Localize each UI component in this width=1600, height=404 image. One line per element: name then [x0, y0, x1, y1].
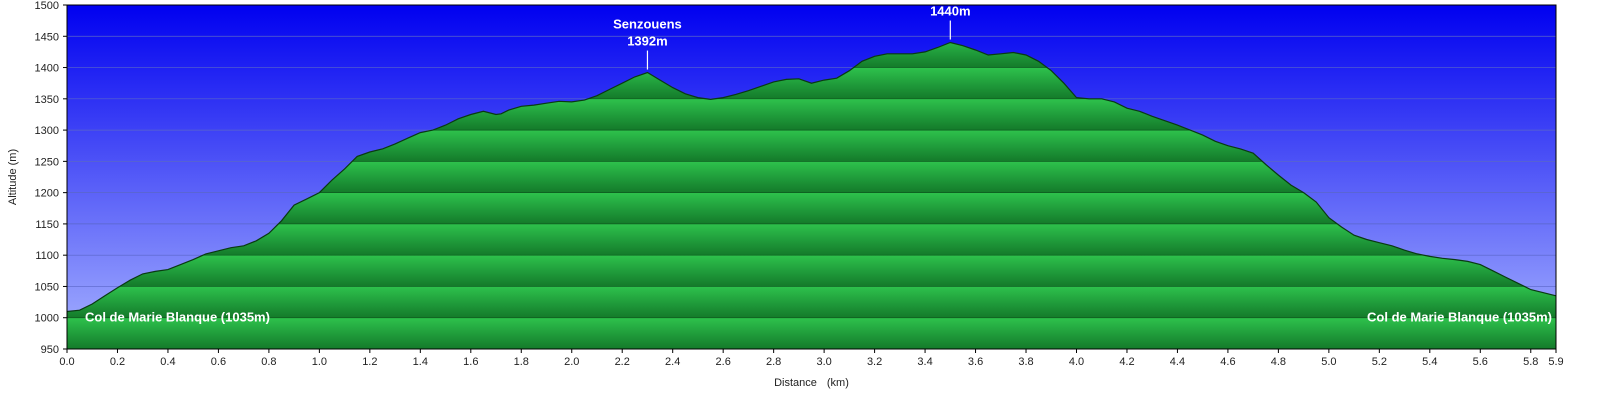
peak-name-label: Senzouens [613, 17, 682, 32]
terrain-outline [66, 41, 1557, 313]
y-tick-label: 950 [41, 344, 59, 356]
peak-elevation-label: 1440m [930, 4, 970, 19]
y-tick-label: 1050 [35, 281, 59, 293]
end-location-label: Col de Marie Blanque (1035m) [1367, 310, 1552, 325]
peak-annotations: Senzouens 1392m Pic d'Escurets 1440m [613, 0, 995, 70]
peak-elevation-label: 1392m [627, 34, 667, 49]
x-tick-label: 4.4 [1170, 356, 1185, 368]
y-tick-label: 1100 [35, 250, 59, 262]
x-tick-label: 2.6 [716, 356, 731, 368]
x-tick-label: 5.4 [1422, 356, 1437, 368]
x-tick-label: 0.0 [59, 356, 74, 368]
terrain-band [67, 223, 1556, 256]
y-tick-label: 1450 [35, 31, 59, 43]
x-tick-label: 2.0 [564, 356, 579, 368]
x-tick-label: 1.4 [413, 356, 428, 368]
x-tick-label: 0.6 [211, 356, 226, 368]
end-labels: Col de Marie Blanque (1035m) Col de Marie… [85, 310, 1552, 325]
x-tick-label: 4.8 [1271, 356, 1286, 368]
x-axis-title: Distance (km) [774, 377, 849, 389]
x-tick-label: 5.6 [1473, 356, 1488, 368]
x-tick-label: 0.2 [110, 356, 125, 368]
x-tick-label: 1.6 [463, 356, 478, 368]
y-tick-label: 1500 [35, 0, 59, 12]
y-tick-label: 1300 [35, 125, 59, 137]
x-axis-label: Distance [774, 377, 817, 389]
x-tick-label: 5.0 [1321, 356, 1336, 368]
y-axis-title: Altitude (m) [7, 149, 19, 205]
x-tick-label: 3.4 [917, 356, 932, 368]
x-axis-unit: (km) [827, 377, 849, 389]
terrain-band [67, 286, 1556, 318]
terrain-band [67, 192, 1556, 224]
x-tick-label: 1.8 [514, 356, 529, 368]
x-tick-label: 5.2 [1372, 356, 1387, 368]
x-tick-label: 0.8 [261, 356, 276, 368]
x-tick-label: 2.8 [766, 356, 781, 368]
y-tick-label: 1350 [35, 94, 59, 106]
y-tick-label: 1400 [35, 63, 59, 75]
terrain-band [67, 317, 1556, 349]
x-tick-label: 4.6 [1220, 356, 1235, 368]
x-tick-label: 2.2 [615, 356, 630, 368]
plot-frame [66, 4, 1557, 350]
x-tick-label: 0.4 [160, 356, 175, 368]
x-tick-label: 4.2 [1119, 356, 1134, 368]
x-axis-ticks: 0.0 0.2 0.4 0.6 0.8 1.0 1.2 1.4 1.6 1.8 2.0 2.2 2.4 2… [59, 349, 1564, 368]
y-tick-label: 1000 [35, 313, 59, 325]
x-tick-label: 3.0 [816, 356, 831, 368]
start-location-label: Col de Marie Blanque (1035m) [85, 310, 270, 325]
x-tick-label: 3.6 [968, 356, 983, 368]
x-tick-label: 1.2 [362, 356, 377, 368]
x-tick-label: 3.2 [867, 356, 882, 368]
x-tick-label: 1.0 [312, 356, 327, 368]
terrain-band [67, 255, 1556, 287]
y-axis-ticks: 950 1000 1050 1100 1150 1200 1250 1300 1350 1400 1… [35, 0, 67, 356]
x-tick-label: 2.4 [665, 356, 680, 368]
y-tick-label: 1150 [35, 219, 59, 231]
x-tick-label: 5.8 [1523, 356, 1538, 368]
x-tick-label: 5.9 [1548, 356, 1563, 368]
peak-name-label: Pic d'Escurets [906, 0, 995, 2]
y-tick-label: 1200 [35, 188, 59, 200]
x-tick-label: 4.0 [1069, 356, 1084, 368]
y-tick-label: 1250 [35, 156, 59, 168]
x-tick-label: 3.8 [1018, 356, 1033, 368]
